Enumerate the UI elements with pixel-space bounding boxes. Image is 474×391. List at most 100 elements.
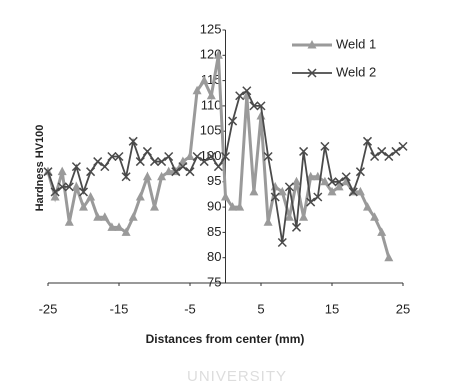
point: [93, 212, 103, 221]
point: [327, 186, 337, 196]
point: [235, 202, 245, 211]
point: [171, 167, 181, 177]
y-axis-label: Hardness HV100: [34, 125, 46, 212]
point: [235, 91, 245, 101]
point: [306, 171, 316, 181]
point: [107, 222, 117, 231]
point: [199, 75, 209, 85]
point: [306, 197, 316, 207]
legend-marker: [307, 40, 317, 49]
point: [377, 146, 387, 156]
point: [93, 157, 103, 167]
y-tick-label: 90: [207, 199, 221, 214]
point: [299, 212, 309, 221]
point: [370, 151, 380, 162]
point: [57, 166, 67, 176]
point: [249, 101, 259, 111]
point: [284, 182, 294, 192]
point: [64, 217, 74, 226]
point: [206, 90, 216, 100]
y-tick-label: 105: [200, 123, 222, 138]
point: [157, 157, 167, 167]
point: [128, 136, 138, 146]
legend-marker: [307, 68, 317, 78]
point: [320, 176, 330, 186]
point: [355, 167, 365, 177]
point: [277, 186, 287, 196]
legend-label: Weld 1: [336, 36, 376, 51]
y-tick-label: 125: [200, 21, 222, 36]
point: [86, 167, 96, 177]
point: [135, 157, 145, 167]
point: [242, 86, 252, 96]
point: [78, 187, 89, 197]
point: [213, 50, 223, 59]
point: [192, 151, 202, 162]
point: [71, 181, 81, 191]
point: [384, 151, 394, 162]
point: [164, 166, 174, 176]
point: [121, 227, 131, 236]
x-tick-label: 5: [257, 301, 264, 316]
point: [150, 202, 159, 211]
point: [320, 141, 330, 151]
point: [313, 192, 323, 202]
point: [142, 171, 152, 181]
point: [228, 116, 238, 126]
point: [157, 171, 167, 181]
point: [327, 177, 337, 187]
point: [391, 146, 401, 156]
point: [100, 212, 110, 221]
y-tick-label: 110: [201, 97, 222, 112]
y-tick-label: 85: [207, 224, 221, 239]
point: [185, 167, 195, 177]
point: [377, 227, 387, 236]
x-tick-label: -5: [184, 301, 196, 316]
point: [71, 162, 81, 172]
x-tick-label: -15: [110, 301, 129, 316]
x-tick-label: 25: [396, 301, 410, 316]
point: [363, 202, 372, 211]
point: [199, 157, 209, 167]
point: [263, 217, 273, 226]
point: [270, 192, 280, 202]
point: [228, 202, 238, 211]
point: [299, 146, 309, 156]
point: [107, 151, 117, 162]
point: [220, 151, 231, 162]
x-tick-label: -25: [39, 301, 58, 316]
point: [292, 176, 301, 186]
y-tick-label: 80: [207, 249, 221, 264]
point: [50, 187, 60, 197]
point: [178, 162, 188, 172]
y-tick-label: 75: [207, 274, 221, 289]
watermark: UNIVERSITY: [187, 368, 287, 385]
point: [249, 186, 259, 196]
y-tick-label: 95: [207, 173, 221, 188]
point: [114, 151, 124, 162]
point: [142, 146, 152, 156]
point: [398, 141, 408, 151]
point: [192, 85, 202, 95]
point: [128, 212, 138, 221]
point: [370, 212, 380, 221]
point: [334, 177, 344, 187]
point: [178, 156, 188, 166]
point: [277, 237, 287, 248]
point: [263, 151, 273, 162]
point: [164, 151, 174, 162]
legend-label: Weld 2: [336, 64, 376, 79]
point: [114, 222, 124, 231]
point: [362, 136, 373, 146]
point: [334, 181, 344, 191]
point: [64, 182, 74, 192]
x-axis-label: Distances from center (mm): [146, 332, 305, 346]
point: [213, 162, 223, 172]
point: [341, 172, 351, 182]
point: [355, 186, 365, 196]
point: [206, 151, 216, 162]
point: [291, 222, 302, 232]
x-tick-label: 15: [325, 301, 339, 316]
point: [43, 167, 53, 177]
